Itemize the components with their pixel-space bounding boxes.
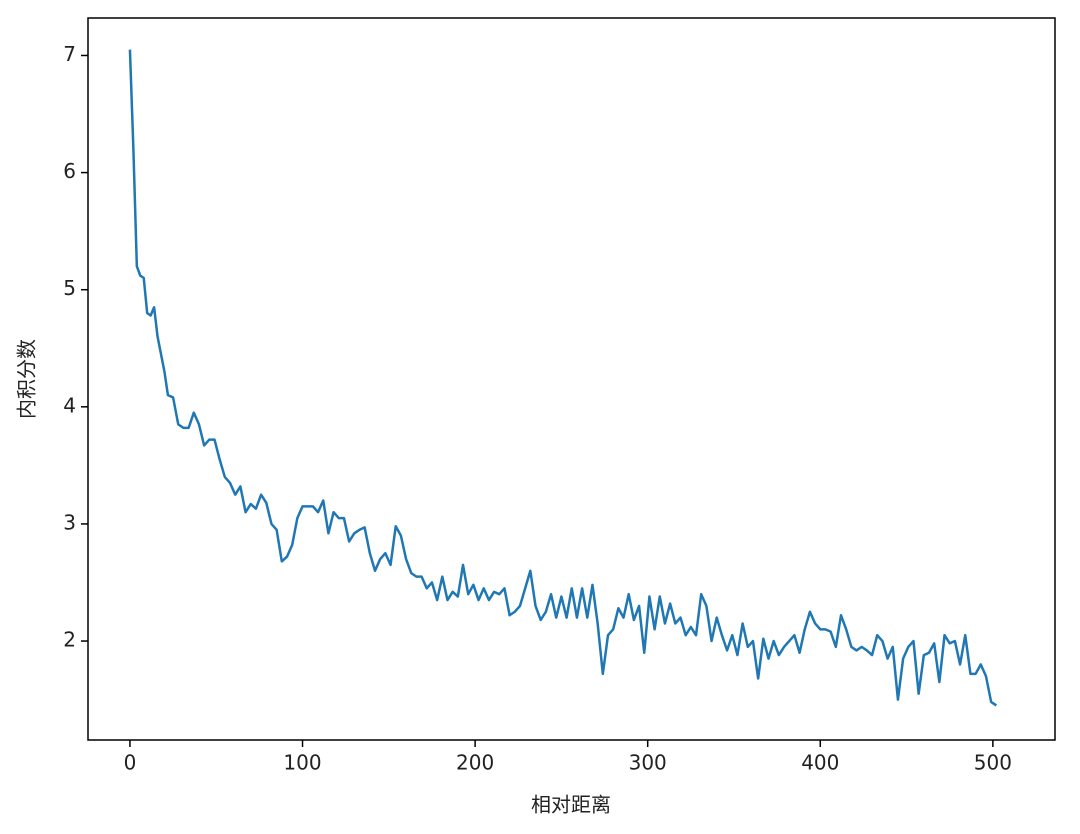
x-tick-label: 400 xyxy=(801,751,839,775)
y-tick-label: 2 xyxy=(63,628,76,652)
x-tick-label: 300 xyxy=(629,751,667,775)
y-axis-label: 内积分数 xyxy=(15,339,39,419)
y-tick-label: 4 xyxy=(63,393,76,417)
x-tick-label: 500 xyxy=(974,751,1012,775)
plot-frame xyxy=(87,17,1056,741)
data-line xyxy=(128,49,998,707)
x-axis-label: 相对距离 xyxy=(531,793,611,817)
y-tick-label: 3 xyxy=(63,510,76,534)
x-tick-label: 200 xyxy=(456,751,494,775)
x-tick-label: 100 xyxy=(283,751,321,775)
x-tick-label: 0 xyxy=(124,751,137,775)
y-tick-label: 6 xyxy=(63,159,76,183)
y-tick-label: 7 xyxy=(63,42,76,66)
y-tick-label: 5 xyxy=(63,276,76,300)
